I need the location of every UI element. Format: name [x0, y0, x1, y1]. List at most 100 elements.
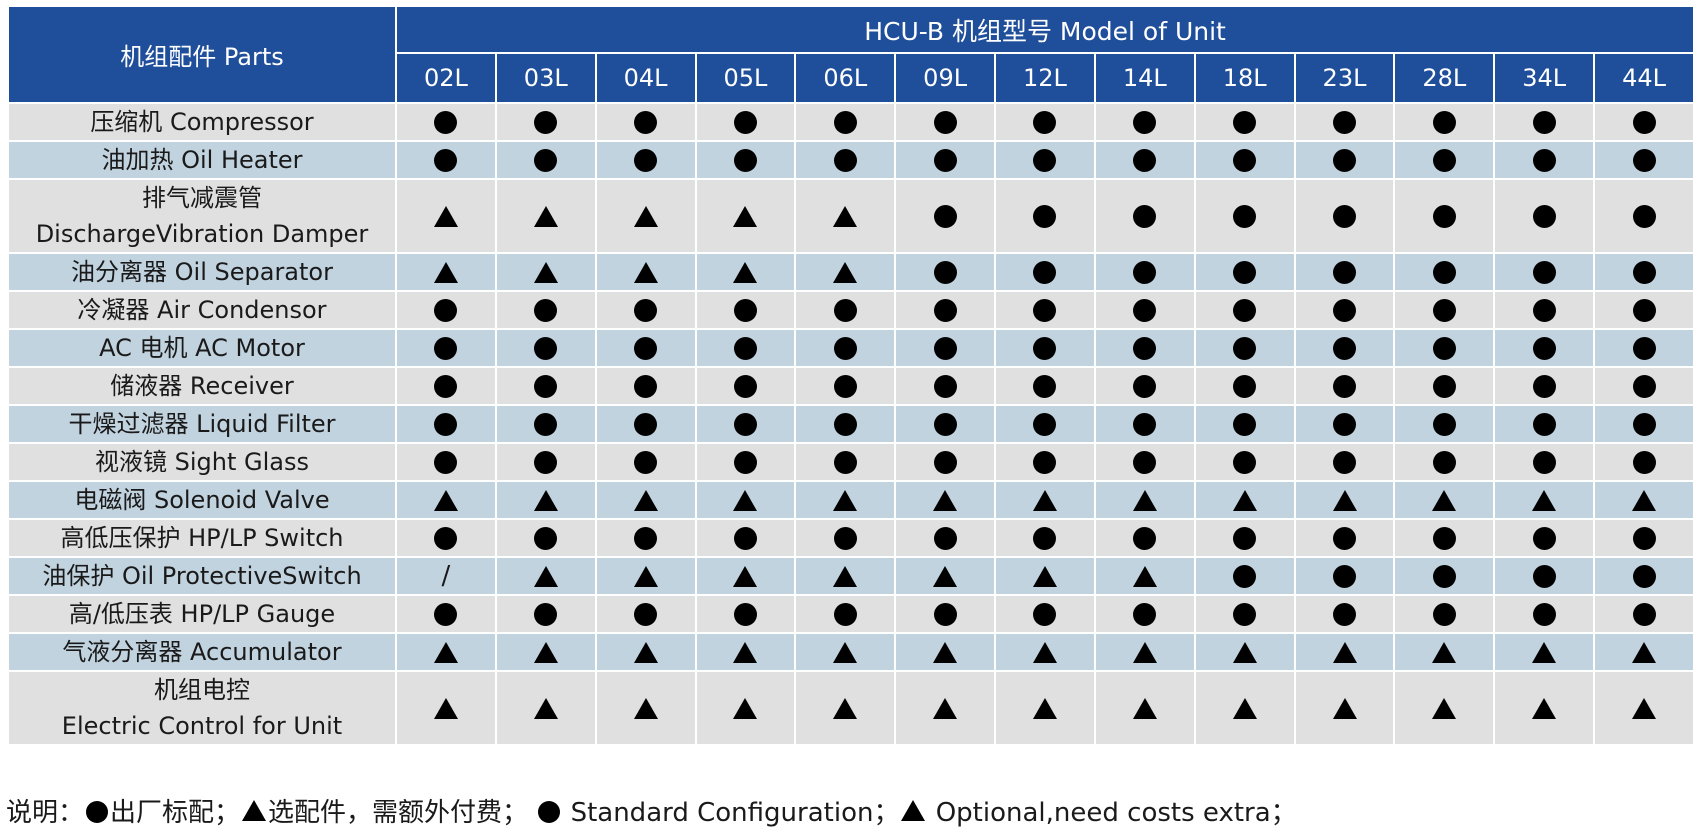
config-cell	[694, 518, 797, 558]
config-cell	[1193, 102, 1296, 142]
standard-dot-icon	[634, 412, 658, 436]
config-cell	[395, 102, 497, 142]
standard-dot-icon	[534, 298, 558, 322]
config-cell	[395, 366, 497, 406]
standard-dot-icon	[933, 336, 957, 360]
config-cell	[494, 480, 597, 520]
config-cell	[594, 518, 697, 558]
optional-triangle-icon	[1032, 565, 1057, 587]
optional-triangle-icon	[433, 261, 458, 283]
config-cell	[494, 670, 597, 746]
config-cell	[794, 480, 897, 520]
config-cell	[694, 102, 797, 142]
config-cell	[794, 290, 897, 330]
optional-triangle-icon	[833, 641, 858, 663]
config-cell	[494, 632, 597, 672]
config-cell	[1493, 404, 1596, 444]
config-cell	[994, 328, 1096, 368]
standard-dot-icon	[534, 412, 558, 436]
part-name-line: 机组电控	[154, 676, 250, 704]
config-cell	[794, 632, 897, 672]
standard-dot-icon	[1532, 110, 1556, 134]
standard-dot-icon	[434, 148, 458, 172]
spec-table-container: 机组配件 Parts HCU-B 机组型号 Model of Unit 02L 0…	[7, 5, 1696, 746]
standard-dot-icon	[1333, 602, 1357, 626]
part-name-line: 油加热 Oil Heater	[101, 146, 303, 174]
config-cell	[1193, 290, 1296, 330]
standard-dot-icon	[933, 526, 957, 550]
standard-dot-icon	[1432, 412, 1456, 436]
table-row: 气液分离器 Accumulator	[7, 632, 1696, 672]
config-cell	[1093, 140, 1196, 180]
standard-dot-icon	[534, 526, 558, 550]
standard-dot-icon	[1632, 374, 1656, 398]
standard-dot-icon	[1033, 374, 1057, 398]
standard-dot-icon	[1632, 412, 1656, 436]
table-row: 电磁阀 Solenoid Valve	[7, 480, 1696, 520]
config-cell	[1393, 594, 1496, 634]
legend-standard-en: Standard Configuration；	[562, 798, 900, 828]
standard-dot-icon	[434, 374, 458, 398]
config-cell	[1493, 480, 1596, 520]
config-cell	[1293, 252, 1396, 292]
part-name-line: 压缩机 Compressor	[90, 108, 314, 136]
standard-dot-icon	[1233, 602, 1257, 626]
standard-dot-icon	[1432, 204, 1456, 228]
config-cell	[1293, 366, 1396, 406]
config-cell	[1293, 404, 1396, 444]
standard-dot-icon	[1432, 450, 1456, 474]
config-cell	[1093, 632, 1196, 672]
config-cell	[594, 252, 697, 292]
config-cell	[1293, 178, 1396, 254]
config-cell	[1093, 404, 1196, 444]
standard-dot-icon	[1432, 298, 1456, 322]
config-cell	[894, 290, 997, 330]
config-cell	[1493, 594, 1596, 634]
part-name-line: 气液分离器 Accumulator	[62, 638, 342, 666]
standard-dot-icon	[1333, 564, 1357, 588]
config-cell	[794, 328, 897, 368]
config-cell	[1093, 290, 1196, 330]
standard-dot-icon	[1233, 526, 1257, 550]
config-cell	[1593, 594, 1696, 634]
standard-dot-icon	[733, 110, 757, 134]
config-cell	[1593, 290, 1696, 330]
config-cell	[794, 102, 897, 142]
config-cell	[694, 480, 797, 520]
config-cell	[1593, 140, 1696, 180]
standard-dot-icon	[1133, 336, 1157, 360]
config-cell	[1593, 442, 1696, 482]
standard-dot-icon	[833, 374, 857, 398]
optional-triangle-icon	[433, 205, 458, 227]
config-cell	[395, 480, 497, 520]
config-cell	[395, 670, 497, 746]
table-row: 高/低压表 HP/LP Gauge	[7, 594, 1696, 634]
model-header: HCU-B 机组型号 Model of Unit	[394, 5, 1696, 54]
config-cell	[395, 518, 497, 558]
part-name-cell: 油分离器 Oil Separator	[7, 252, 397, 292]
model-header-cell: 18L	[1193, 52, 1296, 104]
config-cell	[1593, 518, 1696, 558]
standard-dot-icon	[1632, 564, 1656, 588]
standard-dot-icon	[1233, 336, 1257, 360]
standard-dot-icon	[534, 110, 558, 134]
config-cell	[1093, 556, 1196, 596]
part-name-line: 冷凝器 Air Condensor	[77, 296, 327, 324]
table-row: 油保护 Oil ProtectiveSwitch /	[7, 556, 1696, 596]
config-cell	[1193, 556, 1296, 596]
standard-dot-icon	[1632, 260, 1656, 284]
config-cell	[994, 632, 1096, 672]
standard-dot-icon	[1033, 450, 1057, 474]
config-cell	[395, 632, 497, 672]
standard-dot-icon	[733, 148, 757, 172]
legend-optional-cn: 选配件，需额外付费；	[268, 798, 529, 828]
config-cell	[1393, 404, 1496, 444]
config-cell	[494, 252, 597, 292]
optional-triangle-icon	[1332, 489, 1357, 511]
config-cell	[1293, 442, 1396, 482]
standard-dot-icon	[1233, 110, 1257, 134]
standard-dot-icon	[1133, 450, 1157, 474]
standard-dot-icon	[833, 110, 857, 134]
standard-dot-icon	[1632, 110, 1656, 134]
part-name-cell: 高/低压表 HP/LP Gauge	[7, 594, 397, 634]
